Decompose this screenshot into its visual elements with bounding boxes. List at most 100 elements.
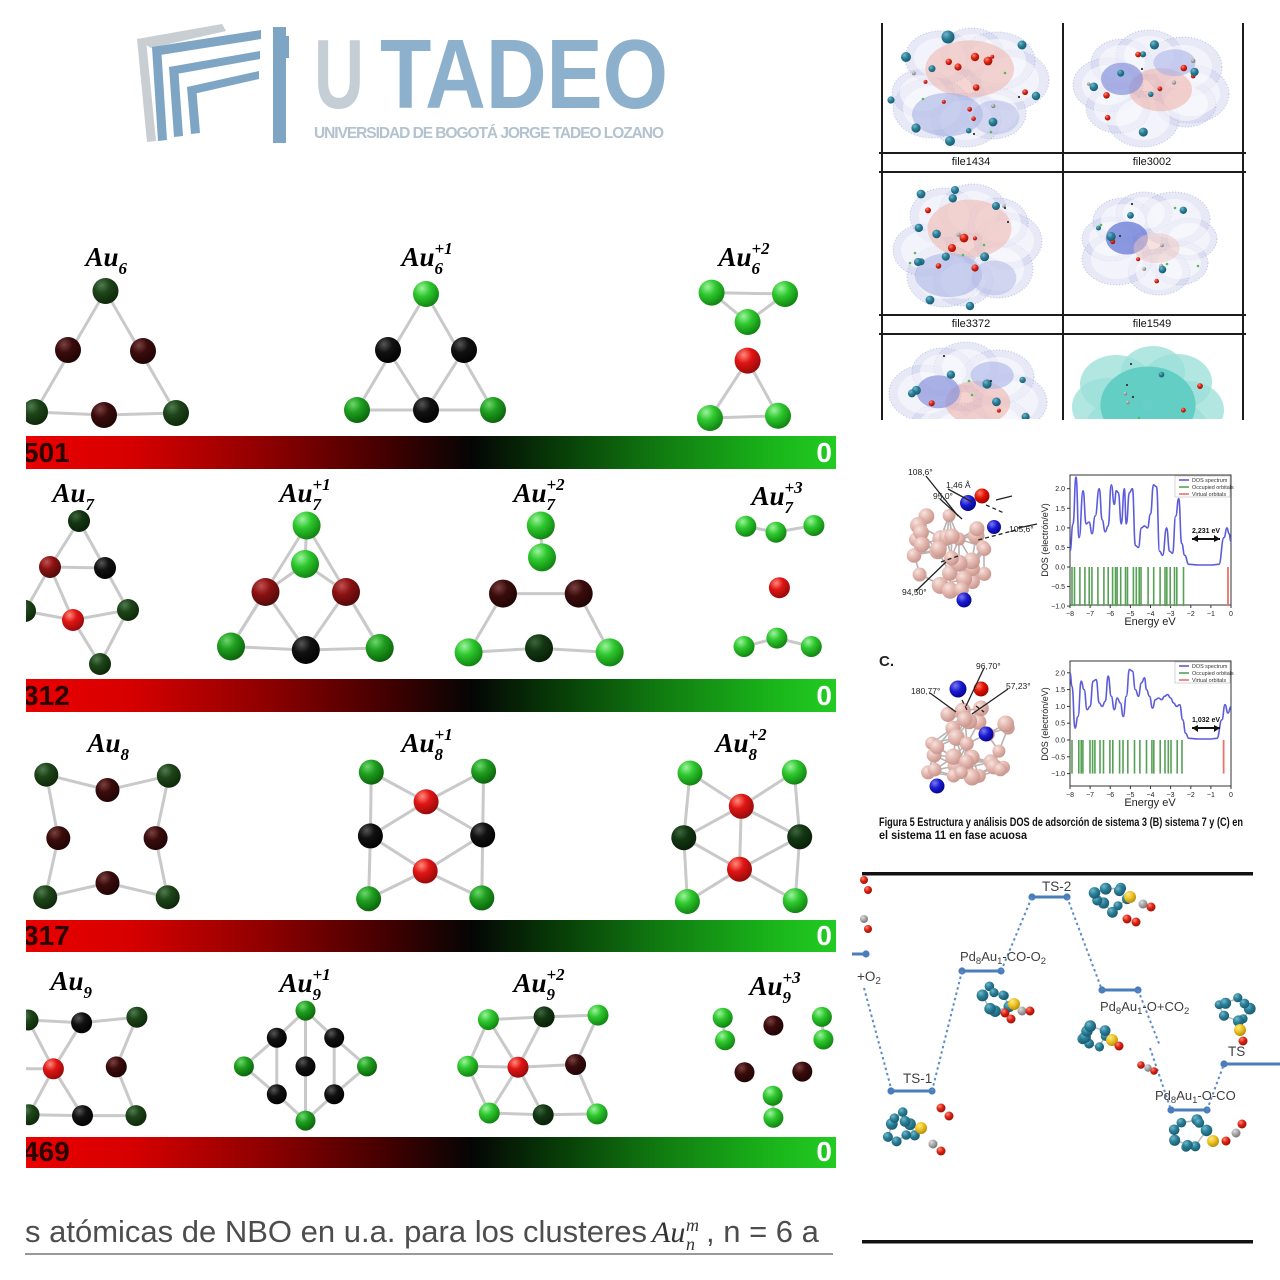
svg-text:+2: +2: [547, 965, 566, 984]
svg-text:94,50°: 94,50°: [902, 587, 927, 597]
svg-text:file3372: file3372: [952, 318, 991, 330]
svg-text:+3: +3: [785, 478, 804, 497]
svg-text:file1434: file1434: [952, 156, 991, 168]
svg-text:−0.5: −0.5: [1051, 584, 1065, 591]
svg-text:−2: −2: [1187, 611, 1195, 618]
svg-text:Au: Au: [714, 728, 749, 758]
svg-text:−4: −4: [1147, 611, 1155, 618]
svg-text:8: 8: [749, 745, 758, 764]
svg-text:0: 0: [816, 437, 832, 468]
svg-text:1.0: 1.0: [1055, 704, 1065, 711]
svg-text:108,6°: 108,6°: [908, 467, 933, 477]
svg-text:Figura 5 Estructura y análisis: Figura 5 Estructura y análisis DOS de ad…: [879, 817, 1243, 829]
svg-text:0.5: 0.5: [1055, 721, 1065, 728]
svg-text:+1: +1: [435, 239, 453, 258]
svg-text:Au: Au: [650, 1216, 685, 1249]
svg-text:file3002: file3002: [1133, 156, 1172, 168]
svg-text:−1.0: −1.0: [1051, 771, 1065, 778]
svg-text:501: 501: [23, 437, 70, 468]
svg-text:Occupied orbitals: Occupied orbitals: [1192, 671, 1234, 677]
svg-text:317: 317: [23, 920, 70, 951]
svg-text:n: n: [686, 1234, 695, 1254]
svg-text:+1: +1: [435, 725, 453, 744]
svg-text:9: 9: [313, 985, 322, 1004]
svg-text:9: 9: [783, 988, 792, 1007]
svg-text:0.0: 0.0: [1055, 738, 1065, 745]
svg-text:96,70°: 96,70°: [976, 661, 1001, 671]
svg-text:UNIVERSIDAD DE BOGOTÁ JORGE TA: UNIVERSIDAD DE BOGOTÁ JORGE TADEO LOZANO: [314, 125, 664, 142]
svg-text:Au: Au: [84, 242, 119, 272]
svg-text:0: 0: [1229, 792, 1233, 799]
svg-text:TS-1: TS-1: [903, 1071, 932, 1086]
svg-text:Pd8​Au1​-CO-O2​: Pd8​Au1​-CO-O2​: [960, 949, 1046, 967]
svg-text:DOS spectrum: DOS spectrum: [1192, 478, 1228, 484]
svg-text:U: U: [314, 19, 364, 129]
svg-text:6: 6: [435, 259, 444, 278]
svg-text:DOS (electrón/eV): DOS (electrón/eV): [1040, 503, 1050, 577]
svg-text:7: 7: [86, 495, 96, 514]
svg-text:1.0: 1.0: [1055, 525, 1065, 532]
svg-text:−1.0: −1.0: [1051, 604, 1065, 611]
svg-text:−7: −7: [1086, 792, 1094, 799]
svg-text:−2: −2: [1187, 792, 1195, 799]
svg-text:Occupied orbitals: Occupied orbitals: [1192, 485, 1234, 491]
svg-text:−6: −6: [1106, 611, 1114, 618]
svg-text:Pd8​Au1​-O-CO: Pd8​Au1​-O-CO: [1155, 1088, 1236, 1106]
svg-text:−1: −1: [1207, 611, 1215, 618]
svg-text:Au: Au: [512, 478, 547, 508]
svg-text:Au: Au: [400, 728, 435, 758]
svg-text:+O2: +O2: [857, 969, 881, 987]
svg-text:DOS (electrón/eV): DOS (electrón/eV): [1040, 687, 1050, 761]
svg-text:−3: −3: [1167, 792, 1175, 799]
svg-text:6: 6: [752, 259, 761, 278]
svg-text:469: 469: [23, 1136, 70, 1167]
svg-text:2.0: 2.0: [1055, 486, 1065, 493]
svg-text:7: 7: [547, 495, 557, 514]
svg-text:Au: Au: [278, 968, 313, 998]
svg-text:Au: Au: [717, 242, 752, 272]
svg-text:0: 0: [816, 1136, 832, 1167]
svg-text:+2: +2: [749, 725, 768, 744]
svg-text:0: 0: [816, 920, 832, 951]
svg-text:Au: Au: [51, 478, 86, 508]
svg-text:Pd8​Au1​-O+CO2​: Pd8​Au1​-O+CO2​: [1100, 999, 1189, 1017]
svg-text:Virtual orbitals: Virtual orbitals: [1192, 678, 1226, 684]
svg-text:1.5: 1.5: [1055, 506, 1065, 513]
svg-text:−4: −4: [1147, 792, 1155, 799]
svg-text:9: 9: [547, 985, 556, 1004]
svg-text:Au: Au: [748, 971, 783, 1001]
svg-text:Au: Au: [278, 478, 313, 508]
svg-text:Au: Au: [400, 242, 435, 272]
svg-text:95,0°: 95,0°: [933, 491, 953, 501]
svg-text:s atómicas de NBO en u.a. para: s atómicas de NBO en u.a. para los clust…: [25, 1214, 647, 1249]
svg-text:+1: +1: [313, 475, 331, 494]
svg-text:Au: Au: [750, 481, 785, 511]
svg-text:−0.5: −0.5: [1051, 754, 1065, 761]
svg-text:7: 7: [785, 498, 795, 517]
svg-text:−1: −1: [1207, 792, 1215, 799]
svg-text:Au: Au: [86, 728, 121, 758]
svg-text:−8: −8: [1066, 611, 1074, 618]
svg-text:312: 312: [23, 680, 70, 711]
svg-text:Au: Au: [49, 966, 84, 996]
svg-text:0.5: 0.5: [1055, 545, 1065, 552]
svg-text:6: 6: [119, 259, 128, 278]
svg-text:1.5: 1.5: [1055, 687, 1065, 694]
svg-text:180,77°: 180,77°: [911, 686, 940, 696]
svg-text:+3: +3: [783, 968, 802, 987]
svg-text:1,032 eV: 1,032 eV: [1192, 717, 1220, 724]
svg-text:TS: TS: [1228, 1044, 1245, 1059]
svg-text:+2: +2: [547, 475, 566, 494]
svg-text:Au: Au: [512, 968, 547, 998]
svg-text:+2: +2: [752, 239, 771, 258]
svg-text:−6: −6: [1106, 792, 1114, 799]
svg-text:+1: +1: [313, 965, 331, 984]
svg-text:57,23°: 57,23°: [1006, 681, 1031, 691]
svg-text:Energy eV: Energy eV: [1124, 797, 1176, 809]
svg-text:0.0: 0.0: [1055, 565, 1065, 572]
svg-text:2,231 eV: 2,231 eV: [1192, 528, 1220, 535]
svg-text:m: m: [686, 1215, 699, 1235]
svg-text:1,46 Å: 1,46 Å: [946, 480, 971, 490]
svg-text:Energy eV: Energy eV: [1124, 616, 1176, 628]
svg-text:C.: C.: [879, 653, 894, 670]
